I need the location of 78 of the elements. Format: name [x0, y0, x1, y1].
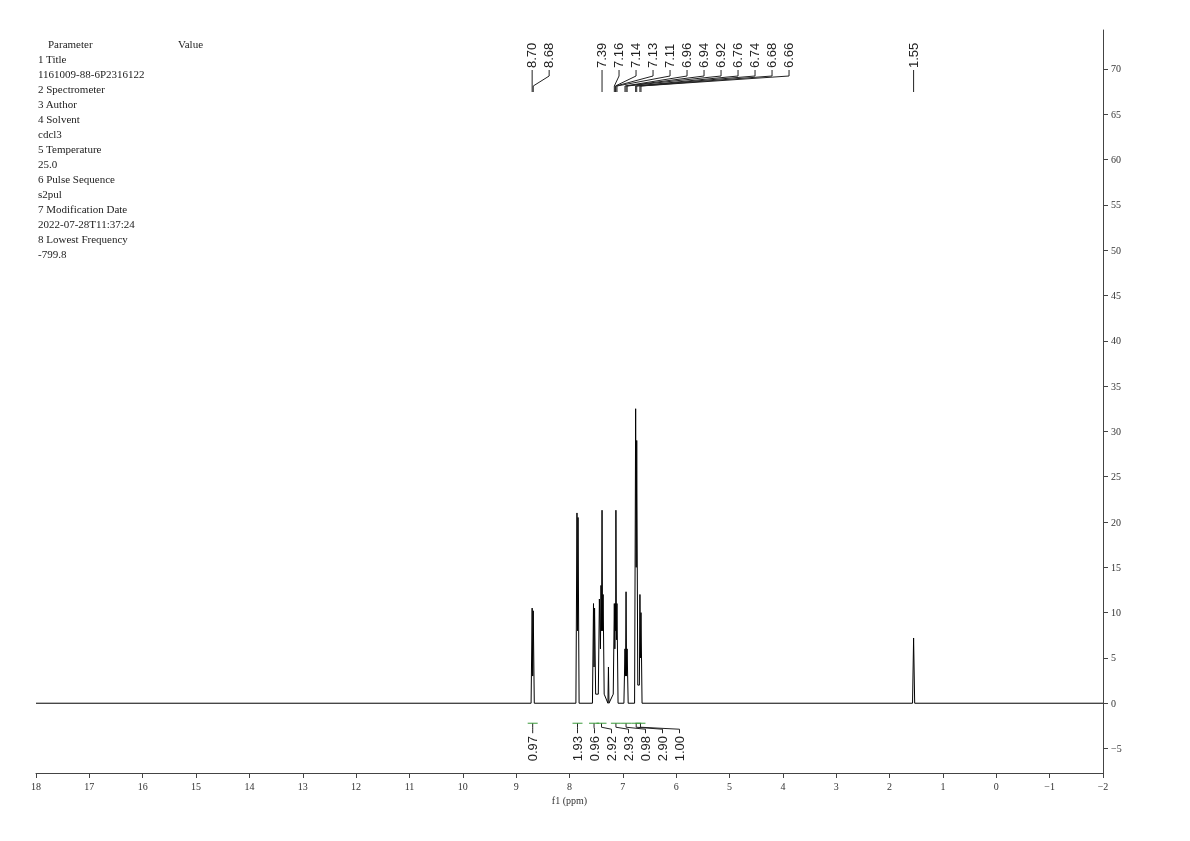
annotation: 7.14 — [628, 42, 644, 68]
annotation: 25.0 — [38, 157, 58, 170]
annotation: 7.13 — [645, 42, 661, 68]
annotation: 1.00 — [671, 735, 687, 762]
y-tick-label: 30 — [1111, 425, 1121, 437]
x-tick-label: 16 — [137, 780, 148, 792]
annotation: 6 Pulse Sequence — [38, 172, 116, 185]
annotation: 6.68 — [764, 42, 780, 68]
x-tick-label: 18 — [31, 780, 41, 792]
annotation: s2pul — [38, 187, 62, 200]
annotation: 7 Modification Date — [38, 202, 128, 215]
x-tick-label: 6 — [673, 780, 679, 792]
annotation: 7.11 — [662, 43, 678, 68]
annotation: 7.16 — [611, 42, 627, 68]
annotation: 1161009-88-6P2316122 — [38, 67, 145, 80]
annotation: 2.93 — [620, 735, 636, 762]
y-tick-label: 55 — [1111, 199, 1121, 211]
annotation: 6.76 — [730, 42, 746, 68]
annotation: 6.94 — [696, 42, 712, 68]
y-tick-label: 15 — [1111, 561, 1121, 573]
annotation: 6.92 — [713, 42, 729, 68]
y-tick-label: 50 — [1111, 244, 1121, 256]
y-tick-label: 60 — [1111, 154, 1121, 166]
annotation: 0.96 — [586, 735, 602, 762]
y-tick-label: −5 — [1111, 743, 1122, 755]
annotation: 6.96 — [679, 42, 695, 68]
x-tick-label: 3 — [833, 780, 839, 792]
annotation: 3 Author — [38, 97, 78, 110]
annotation: 5 Temperature — [38, 142, 102, 155]
x-tick-label: 13 — [297, 780, 308, 792]
y-tick-label: 20 — [1111, 516, 1121, 528]
annotation: 1.55 — [905, 42, 921, 68]
annotation: 1 Title — [38, 52, 67, 65]
annotation: 8 Lowest Frequency — [38, 232, 129, 245]
x-tick-label: 5 — [727, 780, 733, 792]
annotation: Parameter — [48, 37, 93, 50]
annotation: 1.93 — [569, 735, 585, 762]
x-tick-label: 14 — [244, 780, 255, 792]
y-tick-label: 35 — [1111, 380, 1121, 392]
annotation: 0.97 — [524, 735, 540, 762]
y-tick-label: 65 — [1111, 108, 1121, 120]
annotation: 4 Solvent — [38, 112, 80, 125]
x-tick-label: 0 — [993, 780, 999, 792]
annotation: 2022-07-28T11:37:24 — [38, 217, 136, 230]
annotation: 6.74 — [747, 42, 763, 68]
annotation: 2.90 — [654, 735, 670, 762]
annotation: 2 Spectrometer — [38, 82, 106, 95]
x-axis-title: f1 (ppm) — [551, 795, 588, 808]
annotation: 2.92 — [603, 735, 619, 762]
annotation: 0.98 — [637, 735, 653, 762]
y-tick-label: 70 — [1111, 63, 1121, 75]
y-tick-label: 45 — [1111, 289, 1121, 301]
y-tick-label: 25 — [1111, 471, 1121, 483]
y-tick-label: 5 — [1111, 652, 1116, 664]
x-tick-label: −1 — [1044, 780, 1055, 792]
line-series — [35, 408, 1104, 704]
annotation: 7.39 — [594, 42, 610, 68]
annotation: 6.66 — [781, 42, 797, 68]
y-tick-label: 10 — [1111, 607, 1121, 619]
y-tick-label: 0 — [1111, 697, 1116, 709]
x-tick-label: 7 — [620, 780, 626, 792]
x-tick-label: 17 — [84, 780, 95, 792]
annotation: Value — [178, 37, 204, 50]
x-tick-label: 15 — [191, 780, 202, 792]
x-tick-label: 8 — [567, 780, 572, 792]
y-tick-label: 40 — [1111, 335, 1121, 347]
annotation: -799.8 — [38, 247, 67, 260]
annotation: 8.68 — [541, 42, 557, 68]
x-tick-label: 9 — [513, 780, 519, 792]
x-tick-label: −2 — [1097, 780, 1109, 792]
x-tick-label: 2 — [887, 780, 893, 792]
x-tick-label: 11 — [404, 780, 415, 792]
x-tick-label: 10 — [457, 780, 468, 792]
annotation: 8.70 — [524, 42, 540, 68]
x-tick-label: 1 — [940, 780, 946, 792]
x-tick-label: 12 — [351, 780, 362, 792]
annotation: cdcl3 — [38, 127, 63, 140]
x-tick-label: 4 — [780, 780, 786, 792]
